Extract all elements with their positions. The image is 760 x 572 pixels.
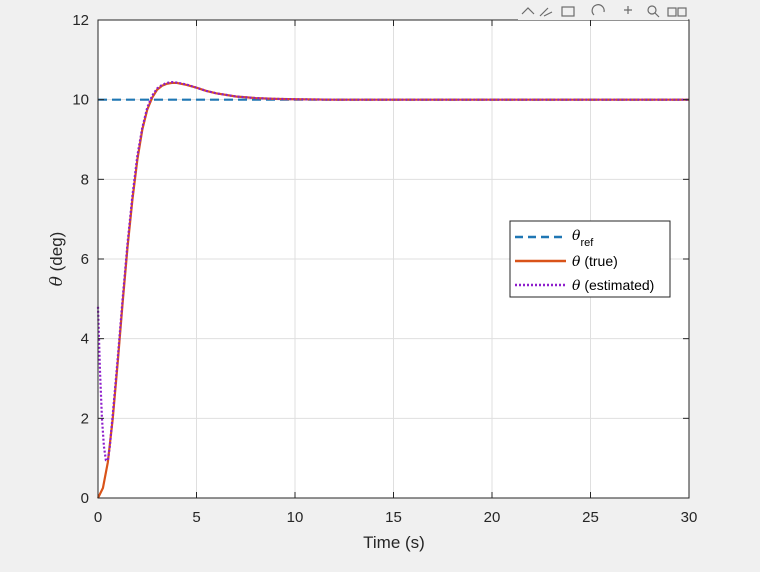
legend[interactable]: θref θ (true) θ (estimated) <box>509 220 671 298</box>
zoom-out-icon[interactable] <box>667 7 677 17</box>
y-axis-label-symbol: θ <box>47 276 67 286</box>
rotate-icon[interactable] <box>591 4 605 16</box>
x-tick-label: 10 <box>287 509 304 526</box>
y-tick-label: 6 <box>81 251 89 268</box>
y-tick-label: 8 <box>81 171 89 188</box>
x-tick-label: 0 <box>94 509 102 526</box>
zoom-in-icon[interactable] <box>647 5 660 18</box>
legend-entry-ref: θref <box>572 228 594 249</box>
y-axis-label-unit: (deg) <box>47 232 66 276</box>
y-axis-label: θ (deg) <box>47 232 67 287</box>
series-layer <box>96 81 689 499</box>
y-tick-label: 4 <box>81 331 89 348</box>
legend-estimated-symbol: θ <box>572 278 581 294</box>
datatip-icon[interactable] <box>561 6 575 17</box>
y-tick-label: 0 <box>81 490 89 507</box>
legend-entry-true: θ (true) <box>572 253 618 270</box>
pan-icon[interactable] <box>624 6 632 14</box>
legend-entry-estimated: θ (estimated) <box>572 277 654 294</box>
legend-true-label: (true) <box>580 253 617 269</box>
legend-ref-symbol: θ <box>572 228 581 244</box>
legend-estimated-label: (estimated) <box>580 277 654 293</box>
x-tick-label: 20 <box>484 509 501 526</box>
legend-ref-subscript: ref <box>580 237 594 249</box>
y-tick-label: 12 <box>72 12 89 29</box>
y-tick-label: 10 <box>72 92 89 109</box>
x-tick-label: 15 <box>385 509 402 526</box>
x-tick-label: 5 <box>192 509 200 526</box>
y-tick-label: 2 <box>81 410 89 427</box>
x-axis-label: Time (s) <box>363 533 425 552</box>
brush-icon[interactable] <box>539 7 553 17</box>
x-tick-label: 30 <box>681 509 698 526</box>
axes-toolbar[interactable] <box>518 4 688 20</box>
ticks <box>97 19 690 499</box>
tick-labels: 0 5 10 15 20 25 30 0 2 4 6 8 10 12 <box>72 12 697 526</box>
legend-true-symbol: θ <box>572 254 581 270</box>
export-icon[interactable] <box>521 7 535 15</box>
axes-toolbar-bg <box>518 4 688 20</box>
home-icon[interactable] <box>677 7 687 17</box>
x-tick-label: 25 <box>582 509 599 526</box>
